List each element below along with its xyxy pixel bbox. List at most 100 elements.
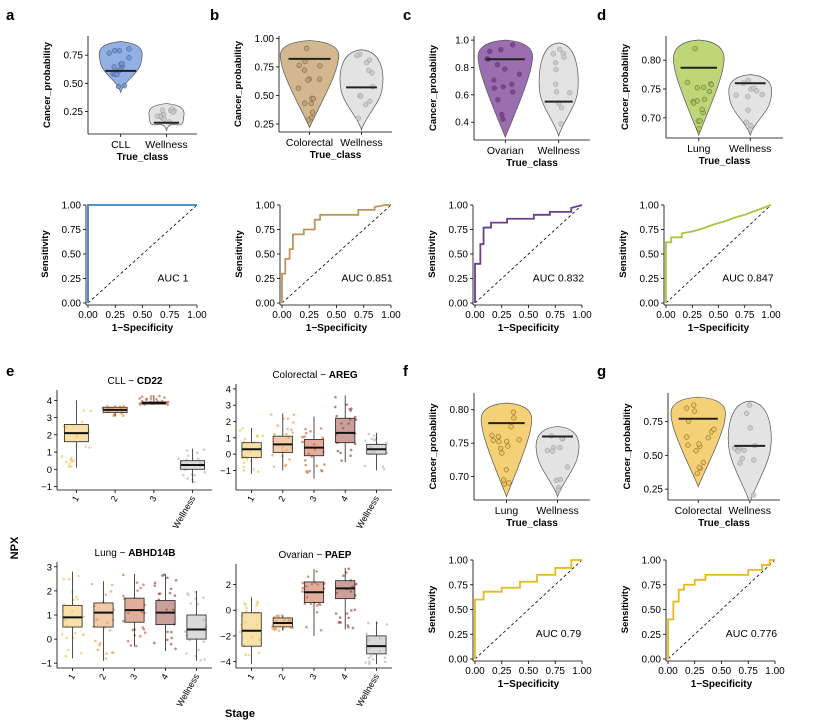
g_roc-curve (667, 559, 775, 659)
a_violin-point (119, 60, 125, 67)
g_violin-group: 0.25 0.50 0.75 Cancer_probability Colorectal… (622, 393, 780, 529)
f_roc-curve (474, 559, 582, 659)
e_ovarian-ytick-label: −2 (220, 631, 231, 642)
e_lung-xtick-label: Wellness (174, 672, 201, 709)
e_cll-point (88, 446, 91, 449)
e_colorectal-point (333, 405, 337, 409)
c_violin-point (550, 51, 557, 57)
b_violin-point (358, 93, 364, 99)
b_violin-point (354, 52, 360, 59)
f_roc-xtick-label: 0.50 (519, 666, 539, 677)
e_lung-point (111, 651, 115, 654)
d_violin-point (692, 45, 698, 52)
e_lung-point (98, 641, 102, 645)
e_cll-point (64, 460, 68, 464)
c_roc-curve (474, 204, 583, 303)
e_ovarian-point (301, 590, 304, 593)
d_violin-point (748, 122, 754, 129)
e_ovarian-point (347, 567, 351, 571)
e_lung-point (170, 636, 174, 640)
e_cll-point (122, 414, 125, 417)
e_lung-point (136, 589, 139, 592)
e_ovarian-ytick-label: −4 (220, 657, 231, 668)
e_cll-title: CLL − CD22 (108, 376, 163, 387)
e_ovarian-point (244, 603, 247, 606)
b_violin-point (317, 63, 323, 69)
e_ovarian-xtick-label: 2 (276, 672, 287, 681)
e_colorectal-point (272, 465, 276, 468)
g_roc-ytick-label: 0.75 (642, 580, 662, 591)
e_lung-point (196, 602, 200, 606)
b_roc-xtick-label: 1.00 (381, 310, 401, 321)
b_violin-point (355, 115, 361, 121)
b_violin-point (369, 70, 375, 76)
c_roc-xtick-label: 0.00 (465, 310, 485, 321)
g_violin-point (685, 442, 691, 448)
e_lung-point (110, 583, 114, 587)
f_violin-point (499, 450, 505, 456)
e_cll-point (68, 462, 71, 466)
e_colorectal-point (305, 469, 308, 473)
e_cll-point (181, 473, 185, 477)
e_lung-point (109, 590, 113, 593)
d_violin-point (706, 88, 713, 95)
b_roc-curve (281, 204, 391, 303)
a_roc-ytick-label: 0.00 (62, 299, 82, 310)
g_violin-point (696, 464, 702, 470)
g_violin-point (691, 402, 697, 408)
e_colorectal-point (304, 463, 308, 467)
e_ovarian-point (238, 630, 242, 634)
e_cll-point (120, 412, 124, 416)
e_cll-point (84, 445, 87, 448)
c_roc-ytick-label: 0.25 (449, 274, 469, 285)
e_lung-point (183, 630, 187, 633)
e_colorectal-point (363, 464, 367, 468)
g_roc-xtick-label: 0.75 (739, 666, 759, 677)
a_violin-ytick-label: 0.50 (64, 79, 84, 90)
f_violin-violin-wellness (535, 426, 580, 498)
a_violin-xlabel: True_class (117, 152, 169, 163)
b_violin-ylabel: Cancer_probability (233, 40, 244, 127)
e_ovarian-xtick-label: 3 (308, 672, 319, 681)
g_roc-ylabel: Sensitivity (620, 585, 631, 633)
d_roc-xtick-label: 0.50 (709, 310, 729, 321)
b_roc-ytick-label: 0.00 (256, 299, 276, 310)
g_violin-xtick-label: Wellness (729, 505, 771, 517)
e_colorectal-point (301, 440, 304, 444)
e_ovarian-point (277, 614, 281, 618)
e_lung-point (131, 628, 135, 632)
f_violin-point (544, 447, 551, 454)
e_lung-point (199, 658, 202, 662)
panel-label-b: b (210, 7, 219, 24)
e_lung-point (139, 634, 142, 638)
e_lung-point (98, 643, 101, 647)
c_violin-xtick-label: Ovarian (487, 145, 524, 157)
e_colorectal-point (335, 414, 338, 418)
f_violin-point (505, 443, 511, 449)
d_roc-curve (665, 204, 772, 303)
e_colorectal-point (345, 403, 349, 406)
f_violin-ylabel: Cancer_probability (428, 403, 439, 490)
a_violin-point (121, 83, 127, 89)
c_roc-ytick-label: 1.00 (449, 201, 469, 212)
e_colorectal-point (252, 468, 255, 471)
e_cll-xtick-label: 1 (70, 494, 81, 503)
g_violin-point (711, 426, 717, 432)
b_roc-group: 0.000.00 0.25 0.25 0.50 0.50 0.75 0.75 1.00 1.00… (234, 201, 401, 335)
e_cll-xtick-label: 2 (109, 494, 120, 503)
f_violin-point (496, 439, 502, 445)
d_roc-xtick-label: 1.00 (761, 310, 781, 321)
e_cll-point (193, 480, 196, 484)
e_ovarian-point (345, 612, 349, 615)
e_lung-point (143, 631, 147, 635)
e_ovarian-point (347, 616, 350, 620)
e_colorectal-point (245, 457, 249, 461)
a_roc-xtick-label: 0.75 (160, 310, 180, 321)
e_colorectal-point (353, 415, 357, 419)
e_colorectal-title-protein: AREG (329, 370, 358, 381)
e_cll-point (186, 477, 189, 480)
g_roc-auc: AUC 0.776 (726, 628, 778, 640)
g_violin-violin-wellness (727, 400, 772, 504)
b_roc-ylabel: Sensitivity (234, 230, 245, 278)
c_violin-point (509, 81, 515, 87)
